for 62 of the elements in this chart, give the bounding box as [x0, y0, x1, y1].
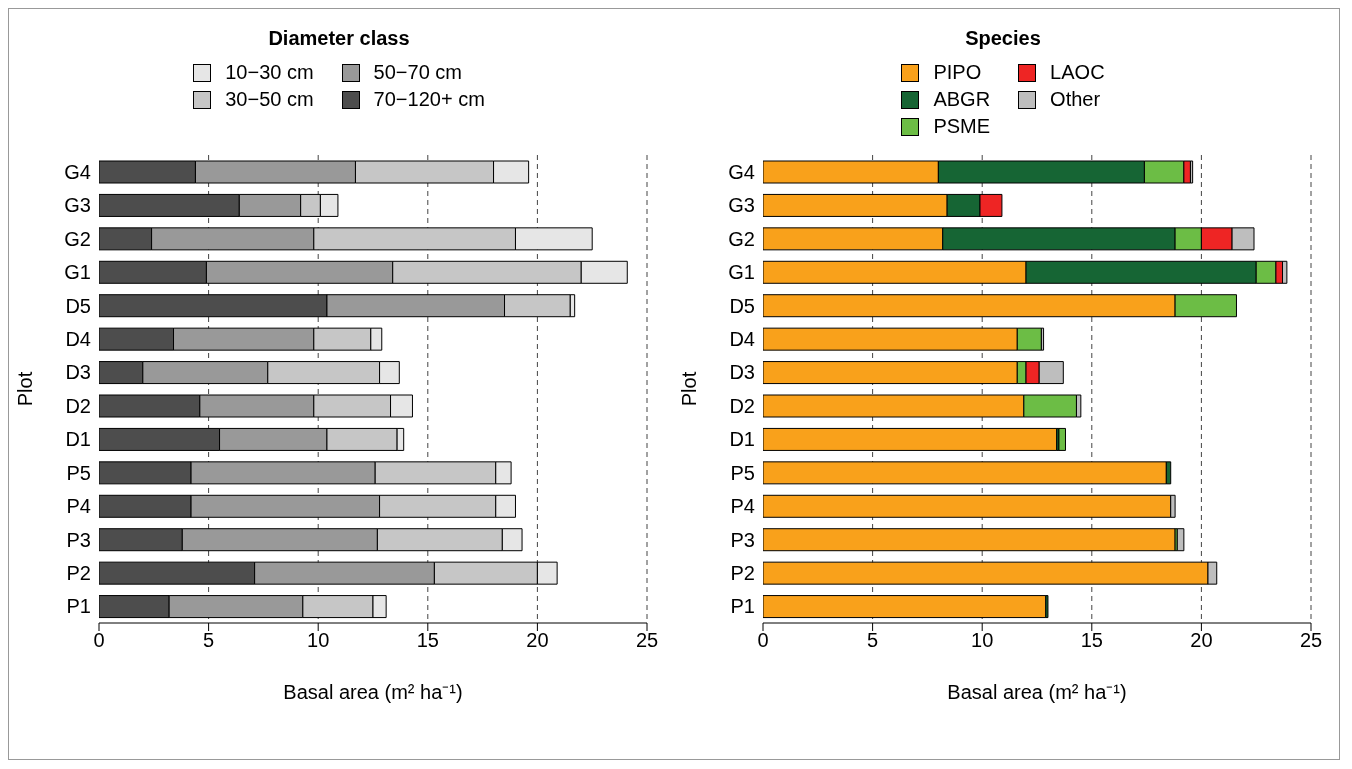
- y-tick-label: G1: [64, 261, 91, 284]
- legend-label: ABGR: [933, 88, 991, 111]
- x-tick-label: 25: [1299, 629, 1323, 652]
- x-tick-label: 10: [307, 629, 330, 652]
- legend-label: PSME: [933, 115, 991, 138]
- x-tick-label: 25: [635, 629, 659, 652]
- y-tick-label: G1: [728, 261, 755, 284]
- x-tick-label: 15: [416, 629, 439, 652]
- x-axis-title: Basal area (m² ha⁻¹): [283, 681, 463, 703]
- y-tick-label: D1: [729, 428, 755, 451]
- legend-label: 50−70 cm: [373, 61, 462, 84]
- bar: [1176, 528, 1185, 552]
- y-tick-label: D2: [729, 394, 755, 417]
- x-tick-label: 0: [93, 629, 105, 652]
- x-tick-label: 20: [526, 629, 549, 652]
- y-tick-label: G2: [64, 227, 91, 250]
- y-axis-title: Plot: [14, 371, 37, 407]
- y-tick-label: D1: [65, 428, 91, 451]
- bar: [763, 427, 1058, 451]
- bar: [763, 494, 1172, 518]
- x-tick-label: 15: [1080, 629, 1103, 652]
- bar: [763, 461, 1167, 485]
- x-tick-label: 10: [971, 629, 994, 652]
- y-tick-label: P4: [730, 495, 755, 518]
- x-tick-label: 5: [867, 629, 879, 652]
- chart-title: Diameter class: [267, 27, 411, 51]
- legend-label: 70−120+ cm: [373, 88, 485, 111]
- legend-label: 30−50 cm: [225, 88, 314, 111]
- y-tick-label: P1: [730, 595, 755, 618]
- y-tick-label: G4: [728, 160, 755, 183]
- y-axis-title: Plot: [678, 371, 701, 407]
- y-tick-label: P2: [66, 561, 91, 584]
- legend-label: PIPO: [933, 61, 982, 84]
- bar: [1058, 427, 1066, 451]
- y-tick-label: D5: [729, 294, 755, 317]
- y-tick-label: G3: [728, 194, 755, 217]
- x-tick-label: 20: [1190, 629, 1213, 652]
- y-tick-label: P4: [66, 495, 91, 518]
- y-tick-label: P3: [730, 528, 755, 551]
- y-tick-label: D2: [65, 394, 91, 417]
- y-tick-label: P5: [66, 461, 91, 484]
- y-tick-label: D4: [729, 327, 755, 350]
- x-axis-title: Basal area (m² ha⁻¹): [947, 681, 1127, 703]
- legend-label: Other: [1050, 88, 1101, 111]
- y-tick-label: D4: [65, 327, 91, 350]
- y-tick-label: G4: [64, 160, 91, 183]
- bar: [763, 595, 1047, 619]
- y-tick-label: D3: [729, 361, 755, 384]
- y-tick-label: P3: [66, 528, 91, 551]
- legend-label: 10−30 cm: [225, 61, 314, 84]
- y-tick-label: P2: [730, 561, 755, 584]
- x-tick-label: 0: [757, 629, 769, 652]
- y-tick-label: D5: [65, 294, 91, 317]
- chart-title: Species: [964, 27, 1042, 51]
- y-tick-label: P5: [730, 461, 755, 484]
- legend-label: LAOC: [1050, 61, 1105, 84]
- y-tick-label: D3: [65, 361, 91, 384]
- bar: [763, 528, 1176, 552]
- x-tick-label: 5: [203, 629, 215, 652]
- y-tick-label: P1: [66, 595, 91, 618]
- y-tick-label: G3: [64, 194, 91, 217]
- y-tick-label: G2: [728, 227, 755, 250]
